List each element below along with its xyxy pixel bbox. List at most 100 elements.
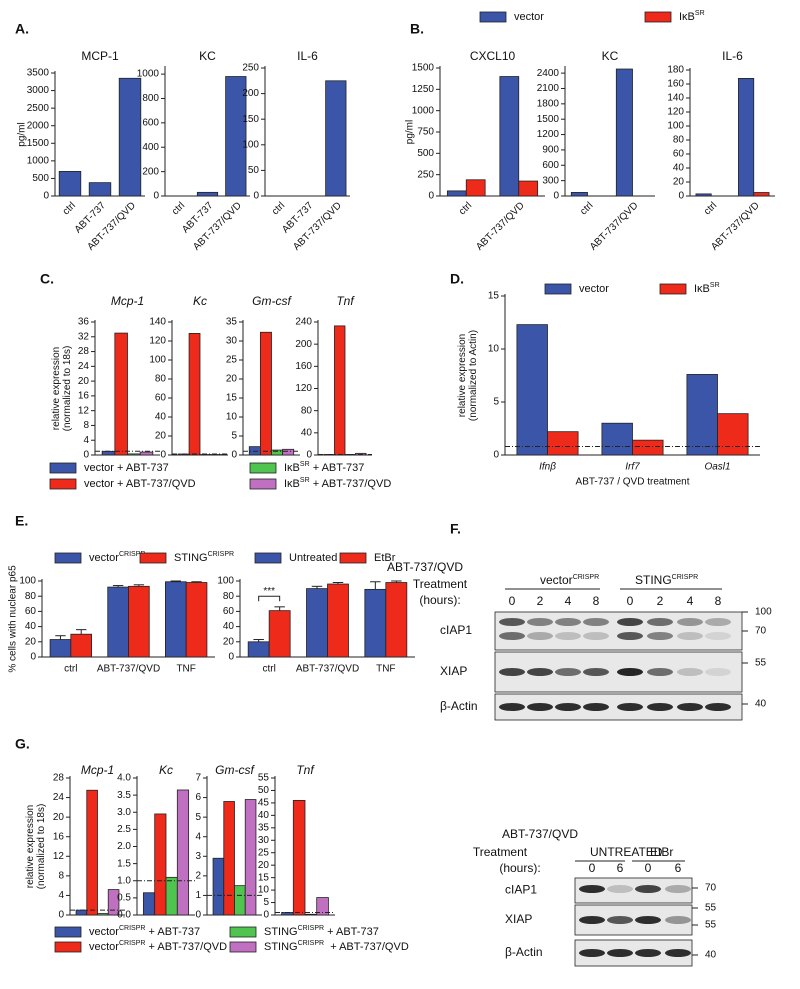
y-tick-label: 15 [488, 291, 500, 302]
label-name: IκB [284, 478, 300, 490]
label-superscript: CRISPR [208, 551, 234, 558]
x-tick-label: ABT-737/QVD [474, 200, 527, 253]
x-tick-label: ABT-737/QVD [97, 664, 160, 675]
bar [225, 76, 247, 197]
blot-band [647, 632, 673, 640]
y-tick-label: 0.5 [117, 893, 131, 904]
legend-swatch [139, 552, 167, 564]
y-tick-label: 25 [258, 847, 270, 858]
label-name: STING [174, 552, 208, 564]
bar [547, 431, 579, 456]
label-name: UNTREATED [590, 845, 663, 859]
legend-swatch [249, 478, 277, 490]
legend-swatch [254, 552, 282, 564]
y-tick-label: 5 [263, 897, 269, 908]
label: IκBSR + ABT-737/QVD [284, 477, 391, 490]
bar [738, 78, 755, 197]
subplot-title: Tnf [336, 294, 355, 308]
y-tick-label: 12 [78, 405, 90, 416]
bar [446, 190, 467, 197]
error-bar [112, 585, 124, 588]
y-tick-label: 10 [258, 885, 270, 896]
label-superscript: CRISPR [672, 574, 698, 581]
y-tick-label: 40 [258, 810, 270, 821]
marker-label: 55 [705, 903, 717, 914]
label-name: EtBr [374, 552, 396, 564]
y-tick-label: 7 [195, 773, 201, 784]
label: IκBSR [694, 282, 720, 295]
y-tick-label: 6 [195, 792, 201, 803]
y-tick-label: 1000 [412, 105, 435, 116]
y-tick-label: 3500 [27, 68, 50, 79]
error-bar [274, 606, 285, 611]
lane-label: 6 [617, 861, 624, 875]
panel-label: E. [15, 513, 28, 529]
y-tick-label: 0 [228, 652, 234, 663]
y-tick-label: 0 [231, 450, 237, 461]
y-tick-label: 2000 [27, 120, 50, 131]
y-axis-label: (normalized to 18s) [62, 346, 73, 432]
marker-label: 55 [755, 658, 767, 669]
blot-band [555, 703, 581, 711]
y-axis-label: % cells with nuclear p65 [8, 565, 19, 673]
x-tick-label: ctrl [170, 200, 187, 217]
bar [259, 331, 272, 456]
label: STINGCRISPR + ABT-737/QVD [264, 940, 409, 953]
y-tick-label: 240 [295, 317, 312, 328]
bar [107, 889, 120, 916]
bar [615, 68, 633, 197]
subplot-title: CXCL10 [470, 49, 516, 63]
subplot-title: Tnf [296, 763, 315, 777]
y-tick-label: 35 [226, 317, 238, 328]
label-superscript: SR [300, 461, 310, 468]
blot-band [665, 885, 691, 893]
marker-label: 40 [755, 699, 767, 710]
y-tick-label: 160 [667, 79, 684, 90]
lane-label: 4 [687, 594, 694, 608]
x-tick-label: ABT-737/QVD [296, 664, 359, 675]
error-bar [253, 639, 264, 642]
y-tick-label: 20 [155, 431, 167, 442]
y-axis-label: pg/ml [405, 120, 416, 144]
y-tick-label: 20 [258, 860, 270, 871]
treatment-label: Treatment [413, 577, 468, 591]
x-tick-label: ABT-737/QVD [588, 200, 641, 253]
blot-band [617, 632, 643, 640]
legend-swatch [659, 283, 687, 295]
x-tick-label: Ifnβ [539, 462, 556, 473]
y-tick-label: 24 [78, 361, 90, 372]
blot-band [555, 668, 581, 676]
subplot-title: IL-6 [297, 49, 318, 63]
bar [114, 332, 128, 456]
y-tick-label: 100 [19, 576, 36, 587]
y-tick-label: 20 [78, 376, 90, 387]
y-tick-label: 20 [53, 812, 65, 823]
error-bar [76, 629, 87, 635]
blot-band [647, 668, 673, 676]
blot-band [647, 703, 673, 711]
y-tick-label: 50 [258, 785, 270, 796]
bar [282, 448, 295, 456]
x-tick-label: Oasl1 [704, 462, 730, 473]
blot-band [677, 618, 703, 626]
label: STINGCRISPR [635, 573, 698, 587]
y-tick-label: 5 [231, 431, 237, 442]
y-tick-label: 600 [142, 117, 159, 128]
label-superscript: CRISPR [298, 925, 324, 932]
blot-band [677, 632, 703, 640]
bar [247, 641, 270, 658]
label-name: STING [264, 926, 298, 938]
marker-label: 40 [705, 950, 717, 961]
label: EtBr [650, 845, 673, 859]
y-tick-label: 60 [223, 606, 235, 617]
y-tick-label: 24 [53, 792, 65, 803]
bar [49, 639, 72, 658]
y-tick-label: 4 [83, 435, 89, 446]
blot-band [635, 916, 661, 924]
blot-band [677, 703, 703, 711]
label: Untreated [289, 552, 337, 564]
y-tick-label: 80 [223, 591, 235, 602]
lane-label: 0 [627, 594, 634, 608]
y-tick-label: 1200 [537, 129, 560, 140]
y-tick-label: 80 [155, 374, 167, 385]
